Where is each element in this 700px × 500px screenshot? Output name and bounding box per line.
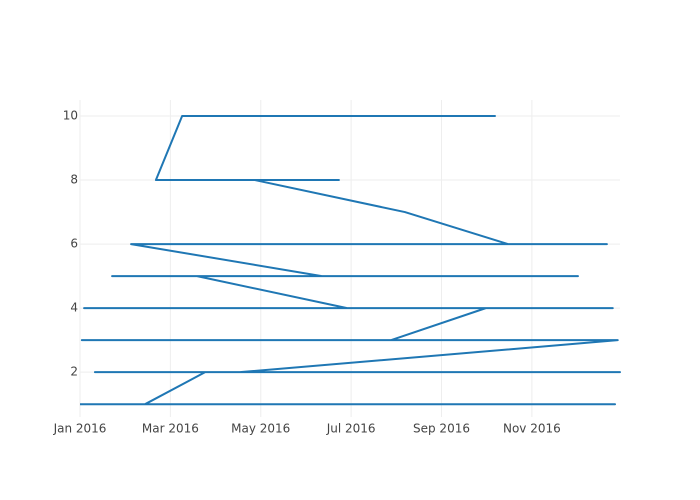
x-tick-label: Jan 2016 [53, 422, 107, 436]
y-tick-label: 10 [63, 109, 78, 123]
x-tick-label: Jul 2016 [326, 422, 376, 436]
y-tick-label: 4 [70, 301, 78, 315]
x-tick-label: Nov 2016 [503, 422, 561, 436]
y-tick-label: 2 [70, 365, 78, 379]
x-tick-label: May 2016 [231, 422, 290, 436]
y-tick-label: 6 [70, 237, 78, 251]
data-line [80, 115, 621, 406]
y-tick-label: 8 [70, 173, 78, 187]
x-tick-label: Mar 2016 [142, 422, 199, 436]
x-tick-label: Sep 2016 [413, 422, 470, 436]
